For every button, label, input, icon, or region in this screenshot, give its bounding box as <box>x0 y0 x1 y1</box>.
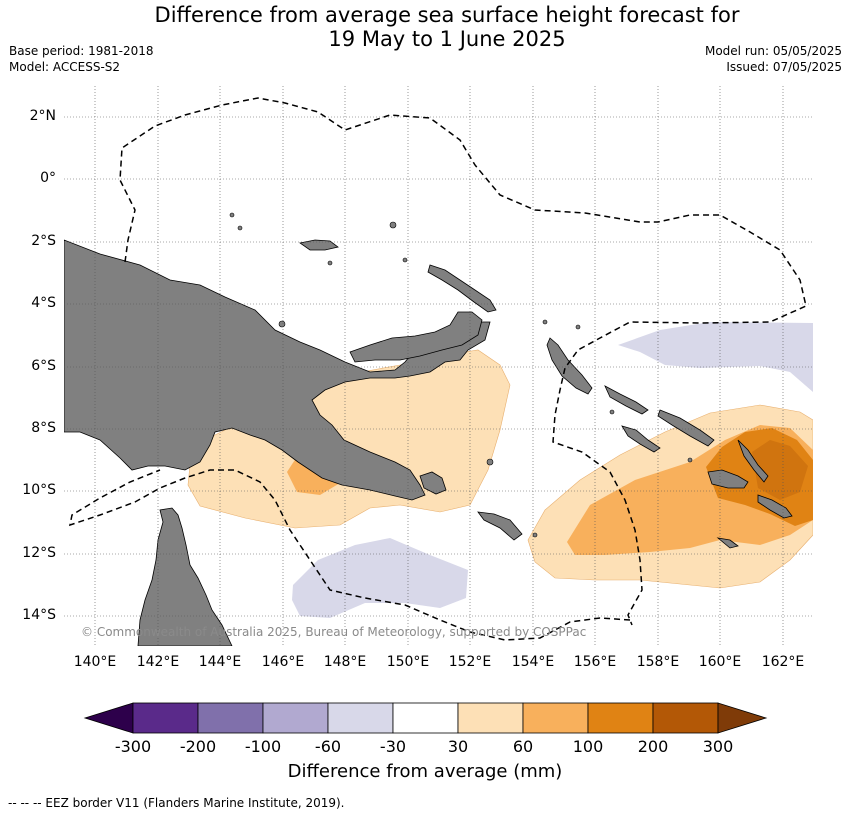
colorbar-tick: 300 <box>702 737 734 756</box>
land-new-britain <box>349 311 483 363</box>
lon-label: 148°E <box>323 654 367 670</box>
title-line-1: Difference from average sea surface heig… <box>154 3 740 27</box>
issued-date: Issued: 07/05/2025 <box>726 60 842 74</box>
lat-label: 12°S <box>22 545 56 561</box>
colorbar-tick: 60 <box>512 737 534 756</box>
colorbar-cell <box>652 702 719 734</box>
lon-label: 144°E <box>198 654 242 670</box>
land-guadalcanal <box>707 469 749 489</box>
land-new-georgia <box>621 425 661 453</box>
land-choiseul <box>604 385 649 415</box>
anomaly-highest-east <box>752 440 808 500</box>
land-new-ireland <box>427 264 497 313</box>
colorbar-cells <box>132 702 719 734</box>
colorbar-cell <box>522 702 589 734</box>
meta-left: Base period: 1981-2018 Model: ACCESS-S2 <box>9 43 154 75</box>
colorbar-label: Difference from average (mm) <box>287 761 563 782</box>
land-makira <box>757 494 793 519</box>
anomaly-negative-south <box>292 538 468 618</box>
lon-label: 146°E <box>261 654 305 670</box>
lat-label: 6°S <box>31 358 56 374</box>
lat-label: 2°S <box>31 233 56 249</box>
graticule <box>64 86 813 646</box>
land-louisiade <box>477 511 523 541</box>
eez-border <box>69 97 807 641</box>
colorbar-tick: 30 <box>447 737 469 756</box>
chart-title: Difference from average sea surface heig… <box>0 3 850 51</box>
land-dentrecasteaux <box>419 471 447 495</box>
land-manus <box>299 239 339 251</box>
meta-right: Model run: 05/05/2025 Issued: 07/05/2025 <box>705 43 842 75</box>
colorbar-tick: -60 <box>314 737 342 756</box>
lon-label: 142°E <box>136 654 180 670</box>
lon-label: 152°E <box>448 654 492 670</box>
eez-footnote: -- -- -- EEZ border V11 (Flanders Marine… <box>8 796 345 810</box>
lat-label: 2°N <box>29 108 56 124</box>
small-islands <box>229 212 693 538</box>
lon-label: 156°E <box>573 654 617 670</box>
land-santa-isabel <box>657 409 715 447</box>
lat-label: 14°S <box>22 607 56 623</box>
land-malaita <box>737 439 769 483</box>
colorbar-cell <box>262 702 329 734</box>
colorbar-cell <box>197 702 264 734</box>
title-line-2: 19 May to 1 June 2025 <box>328 27 566 51</box>
anomaly-negative-north <box>618 322 813 392</box>
copyright-notice: © Commonwealth of Australia 2025, Bureau… <box>81 625 587 639</box>
lat-label: 4°S <box>31 295 56 311</box>
model-run: Model run: 05/05/2025 <box>704 44 842 58</box>
lon-label: 158°E <box>636 654 680 670</box>
lon-label: 150°E <box>386 654 430 670</box>
colorbar-cell <box>457 702 524 734</box>
colorbar-tick: 200 <box>637 737 669 756</box>
colorbar-under-arrow <box>83 702 134 734</box>
lon-label: 154°E <box>511 654 555 670</box>
lat-label: 10°S <box>22 482 56 498</box>
land-rennell <box>716 537 739 549</box>
colorbar-cell <box>392 702 459 734</box>
colorbar-tick: -300 <box>114 737 152 756</box>
lon-label: 162°E <box>761 654 805 670</box>
model-name: Model: ACCESS-S2 <box>9 60 121 74</box>
lat-label: 0° <box>40 170 56 186</box>
lat-label: 8°S <box>31 420 56 436</box>
colorbar-tick: -100 <box>244 737 282 756</box>
colorbar-tick: -30 <box>379 737 407 756</box>
colorbar-tick: 100 <box>572 737 604 756</box>
land-bougainville <box>546 337 593 395</box>
colorbar-cell <box>587 702 654 734</box>
colorbar-cell <box>132 702 199 734</box>
lon-label: 160°E <box>698 654 742 670</box>
colorbar <box>83 702 768 734</box>
map-layers <box>64 86 813 646</box>
colorbar-cell <box>327 702 394 734</box>
land-cape-york <box>137 507 233 646</box>
colorbar-tick: -200 <box>179 737 217 756</box>
base-period: Base period: 1981-2018 <box>9 44 154 58</box>
colorbar-over-arrow <box>717 702 768 734</box>
lon-label: 140°E <box>73 654 117 670</box>
